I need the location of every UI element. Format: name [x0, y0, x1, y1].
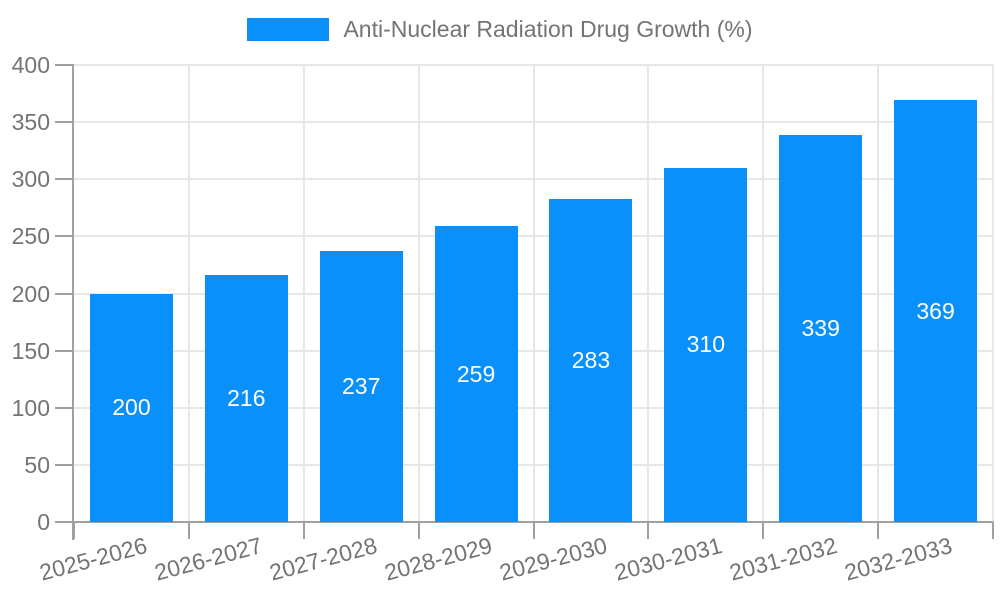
x-axis-line	[72, 521, 993, 523]
y-axis-tick-label: 100	[11, 394, 50, 421]
bar-value-label: 369	[916, 297, 955, 324]
x-axis-tick	[647, 522, 650, 539]
legend-label: Anti-Nuclear Radiation Drug Growth (%)	[343, 16, 753, 42]
y-axis-tick-label: 200	[11, 280, 50, 307]
bar-value-label: 216	[227, 385, 266, 412]
x-axis-category-label: 2027-2028	[266, 532, 380, 586]
bar-value-label: 310	[686, 331, 725, 358]
y-axis-tick-label: 150	[11, 337, 50, 364]
bar[interactable]: 259	[434, 226, 518, 522]
v-gridline	[417, 65, 420, 522]
y-axis-tick-label: 250	[11, 223, 50, 250]
x-axis-category-label: 2026-2027	[152, 532, 266, 586]
bar-value-label: 200	[112, 394, 151, 421]
y-axis-tick	[55, 521, 74, 523]
x-axis-tick	[73, 522, 75, 539]
y-axis-tick-label: 0	[37, 509, 50, 535]
y-axis-tick	[55, 406, 74, 409]
x-axis-category-label: 2025-2026	[37, 532, 151, 586]
bar[interactable]: 216	[204, 275, 288, 522]
legend-item[interactable]: Anti-Nuclear Radiation Drug Growth (%)	[0, 16, 1000, 43]
y-axis-tick	[55, 64, 74, 66]
bar-value-label: 259	[456, 360, 496, 387]
x-axis-tick	[417, 522, 420, 539]
y-axis-tick-label: 50	[24, 451, 50, 478]
bar[interactable]: 200	[89, 293, 173, 522]
x-axis-tick	[762, 522, 765, 539]
legend-swatch	[247, 18, 330, 41]
bar-value-label: 237	[342, 373, 381, 400]
v-gridline	[762, 65, 765, 522]
v-gridline	[877, 65, 880, 522]
x-axis-category-label: 2028-2029	[381, 532, 495, 586]
x-axis-tick	[992, 522, 994, 539]
y-axis-tick-label: 350	[11, 109, 50, 136]
bar[interactable]: 310	[664, 167, 748, 522]
v-gridline	[302, 65, 305, 522]
y-axis-line	[72, 65, 74, 540]
x-axis-category-label: 2029-2030	[496, 532, 610, 586]
bar-value-label: 339	[801, 314, 840, 341]
x-axis-tick	[532, 522, 535, 539]
x-axis-tick	[877, 522, 880, 539]
y-axis-tick	[55, 292, 74, 295]
v-gridline	[992, 65, 994, 522]
bar-value-label: 283	[571, 346, 611, 373]
x-axis-category-label: 2031-2032	[726, 532, 840, 586]
y-axis-tick-label: 300	[11, 166, 50, 193]
v-gridline	[647, 65, 650, 522]
bar[interactable]: 339	[779, 134, 863, 522]
v-gridline	[532, 65, 535, 522]
bar[interactable]: 369	[894, 100, 978, 522]
x-axis-category-label: 2030-2031	[611, 532, 725, 586]
y-axis-tick	[55, 178, 74, 181]
x-axis-category-label: 2032-2033	[841, 532, 955, 586]
y-axis-tick-label: 400	[11, 52, 50, 78]
y-axis-tick	[55, 349, 74, 352]
x-axis-tick	[302, 522, 305, 539]
v-gridline	[187, 65, 190, 522]
y-axis-tick	[55, 121, 74, 124]
x-axis-tick	[187, 522, 190, 539]
y-axis-tick	[55, 235, 74, 238]
y-axis-tick	[55, 463, 74, 466]
bar[interactable]: 283	[549, 198, 633, 522]
bar[interactable]: 237	[319, 251, 403, 522]
